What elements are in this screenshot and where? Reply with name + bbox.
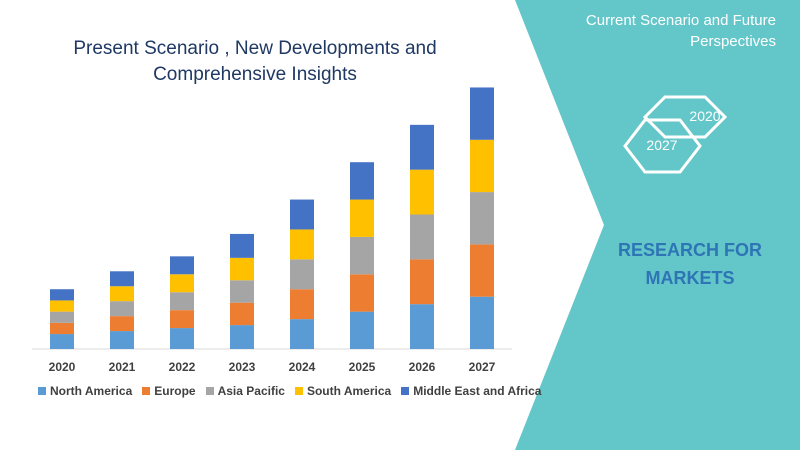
legend-item: Asia Pacific bbox=[205, 384, 285, 398]
bar-2026-series-0 bbox=[410, 304, 434, 349]
bar-2024-series-2 bbox=[290, 259, 314, 290]
legend-label: Europe bbox=[154, 384, 196, 398]
legend-swatch bbox=[38, 387, 46, 395]
bar-2021-series-4 bbox=[110, 271, 134, 287]
x-tick-label: 2023 bbox=[229, 360, 256, 374]
bar-2027-series-0 bbox=[470, 296, 494, 349]
bar-2021-series-3 bbox=[110, 286, 134, 302]
teal-side-panel bbox=[515, 0, 800, 450]
bar-2027-series-1 bbox=[470, 244, 494, 297]
side-panel-heading: Current Scenario and Future Perspectives bbox=[585, 12, 776, 50]
bar-2023-series-2 bbox=[230, 280, 254, 303]
bar-2023-series-0 bbox=[230, 325, 254, 349]
bar-2023-series-4 bbox=[230, 233, 254, 258]
bar-2020-series-0 bbox=[50, 334, 74, 349]
bar-2025-series-2 bbox=[350, 236, 374, 275]
bar-2021-series-1 bbox=[110, 316, 134, 332]
bar-2022-series-3 bbox=[170, 274, 194, 293]
x-tick-label: 2021 bbox=[109, 360, 136, 374]
x-tick-label: 2020 bbox=[49, 360, 76, 374]
bar-2021-series-2 bbox=[110, 301, 134, 317]
legend-swatch bbox=[205, 387, 214, 395]
x-tick-label: 2026 bbox=[409, 360, 436, 374]
legend-swatch bbox=[142, 387, 151, 395]
bar-2024-series-0 bbox=[290, 319, 314, 349]
bar-2023-series-3 bbox=[230, 257, 254, 281]
legend-label: South America bbox=[306, 384, 392, 398]
bar-2022-series-1 bbox=[170, 310, 194, 329]
legend-swatch bbox=[401, 387, 410, 395]
bar-2020-series-4 bbox=[50, 289, 74, 301]
legend-label: Middle East and Africa bbox=[413, 384, 542, 398]
bar-2025-series-3 bbox=[350, 199, 374, 237]
bar-2022-series-0 bbox=[170, 328, 194, 349]
bar-2022-series-4 bbox=[170, 256, 194, 275]
x-tick-label: 2022 bbox=[169, 360, 196, 374]
bar-2025-series-0 bbox=[350, 311, 374, 349]
bar-2023-series-1 bbox=[230, 302, 254, 326]
bar-2027-series-2 bbox=[470, 192, 494, 245]
hexagon-2027-label: 2027 bbox=[646, 137, 678, 153]
bar-2026-series-1 bbox=[410, 259, 434, 305]
chart-title: Present Scenario , New Developments and … bbox=[73, 38, 437, 85]
hexagon-2027 bbox=[623, 118, 702, 174]
bar-2024-series-1 bbox=[290, 289, 314, 320]
legend-item: Europe bbox=[142, 384, 196, 398]
bar-2022-series-2 bbox=[170, 292, 194, 311]
x-tick-label: 2027 bbox=[469, 360, 496, 374]
bar-2020-series-1 bbox=[50, 322, 74, 335]
bar-2024-series-3 bbox=[290, 229, 314, 260]
bar-2025-series-1 bbox=[350, 274, 374, 312]
legend-item: North America bbox=[38, 384, 132, 398]
bar-2025-series-4 bbox=[350, 162, 374, 200]
bar-2026-series-4 bbox=[410, 124, 434, 170]
bar-2020-series-2 bbox=[50, 311, 74, 323]
bar-2026-series-2 bbox=[410, 214, 434, 260]
x-tick-label: 2024 bbox=[289, 360, 316, 374]
legend-item: Middle East and Africa bbox=[401, 384, 541, 398]
hexagon-2020-label: 2020 bbox=[689, 108, 721, 124]
bar-2026-series-3 bbox=[410, 169, 434, 215]
bar-2021-series-0 bbox=[110, 331, 134, 349]
legend-label: North America bbox=[50, 384, 133, 398]
legend-label: Asia Pacific bbox=[217, 384, 285, 398]
legend-item: South America bbox=[294, 384, 392, 398]
brand-name: RESEARCH FOR MARKETS bbox=[617, 240, 762, 288]
bar-2024-series-4 bbox=[290, 199, 314, 230]
legend-swatch bbox=[294, 387, 303, 395]
bar-2020-series-3 bbox=[50, 300, 74, 312]
bar-2027-series-3 bbox=[470, 139, 494, 193]
bar-2027-series-4 bbox=[470, 87, 494, 140]
chart-legend: North America Europe Asia Pacific South Ame… bbox=[38, 384, 541, 398]
hexagon-2020 bbox=[642, 95, 728, 139]
x-tick-label: 2025 bbox=[349, 360, 376, 374]
